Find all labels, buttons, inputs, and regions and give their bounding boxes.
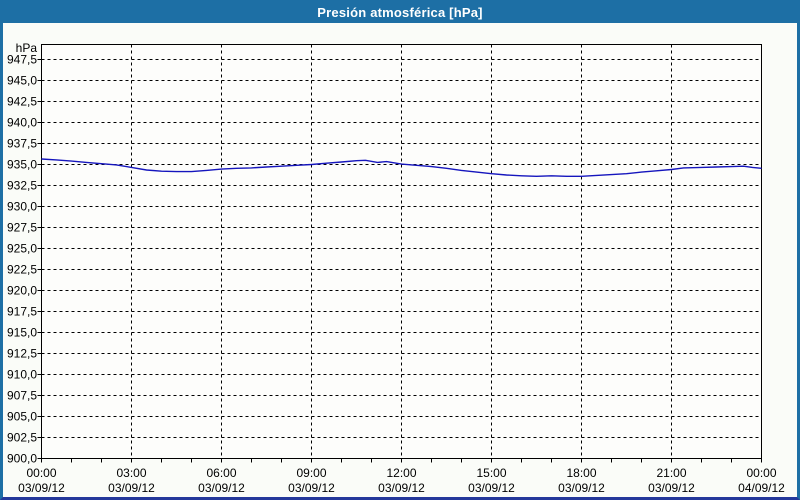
y-tick-label: 907,5	[7, 389, 37, 403]
x-tick-date: 03/09/12	[18, 481, 65, 495]
y-tick-label: 932,5	[7, 179, 37, 193]
y-tick-label: 920,0	[7, 284, 37, 298]
x-tick-date: 03/09/12	[108, 481, 155, 495]
x-tick-date: 03/09/12	[198, 481, 245, 495]
x-tick-date: 03/09/12	[288, 481, 335, 495]
chart-area: 947,5 945,0 942,5 940,0 937,5 935,0 932,5 930,0…	[3, 23, 797, 497]
y-axis-unit-label: hPa	[16, 41, 38, 55]
gridlines	[41, 44, 762, 459]
x-tick-time: 18:00	[566, 466, 596, 480]
y-tick-label: 930,0	[7, 200, 37, 214]
y-tick-label: 940,0	[7, 116, 37, 130]
x-tick-date: 03/09/12	[468, 481, 515, 495]
axis-ticks	[37, 59, 762, 463]
y-tick-label: 925,0	[7, 242, 37, 256]
x-tick-time: 06:00	[206, 466, 236, 480]
x-tick-time: 03:00	[116, 466, 146, 480]
x-tick-time: 00:00	[746, 466, 776, 480]
x-tick-date: 03/09/12	[558, 481, 605, 495]
x-tick-date: 04/09/12	[738, 481, 785, 495]
x-tick-date: 03/09/12	[378, 481, 425, 495]
x-tick-time: 12:00	[386, 466, 416, 480]
y-tick-label: 945,0	[7, 74, 37, 88]
y-tick-label: 905,0	[7, 410, 37, 424]
y-tick-label: 917,5	[7, 305, 37, 319]
y-tick-label: 942,5	[7, 95, 37, 109]
y-tick-label: 947,5	[7, 53, 37, 67]
y-tick-label: 935,0	[7, 158, 37, 172]
y-tick-label: 937,5	[7, 137, 37, 151]
x-tick-time: 21:00	[656, 466, 686, 480]
title-bar: Presión atmosférica [hPa]	[3, 3, 797, 23]
chart-title: Presión atmosférica [hPa]	[317, 5, 483, 20]
y-tick-label: 922,5	[7, 263, 37, 277]
y-tick-label: 927,5	[7, 221, 37, 235]
y-tick-label: 912,5	[7, 347, 37, 361]
x-axis-labels: 00:0003/09/1203:0003/09/1206:0003/09/120…	[18, 466, 785, 495]
x-tick-time: 15:00	[476, 466, 506, 480]
plot-border	[41, 44, 762, 459]
x-tick-time: 00:00	[26, 466, 56, 480]
pressure-line	[41, 158, 762, 178]
y-tick-label: 900,0	[7, 452, 37, 466]
y-tick-label: 910,0	[7, 368, 37, 382]
y-axis-labels: 947,5 945,0 942,5 940,0 937,5 935,0 932,5 930,0…	[7, 53, 37, 466]
pressure-chart: 947,5 945,0 942,5 940,0 937,5 935,0 932,5 930,0…	[7, 41, 785, 495]
x-tick-date: 03/09/12	[648, 481, 695, 495]
x-tick-time: 09:00	[296, 466, 326, 480]
y-tick-label: 915,0	[7, 326, 37, 340]
y-tick-label: 902,5	[7, 431, 37, 445]
